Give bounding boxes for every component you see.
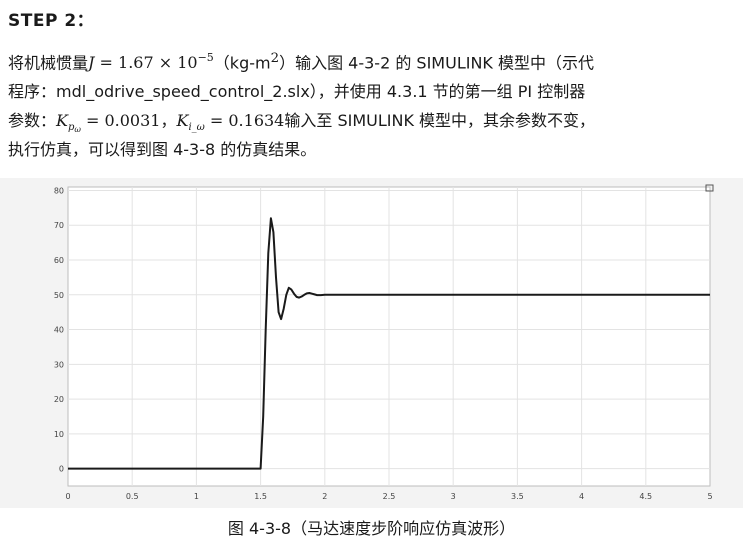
paragraph-line-4: 执行仿真，可以得到图 4-3-8 的仿真结果。 xyxy=(8,140,317,160)
paragraph-line-1: 将机械惯量J = 1.67 × 10−5（kg-m2）输入图 4-3-2 的 S… xyxy=(8,51,594,73)
instruction-paragraph: 将机械惯量J = 1.67 × 10−5（kg-m2）输入图 4-3-2 的 S… xyxy=(8,44,743,164)
y-tick-label: 30 xyxy=(54,360,64,369)
inertia-formula: J = 1.67 × 10−5 xyxy=(88,51,214,73)
speed-response-line xyxy=(68,217,710,470)
x-tick-label: 1 xyxy=(194,492,199,501)
x-tick-label: 5 xyxy=(707,492,712,501)
x-tick-label: 0.5 xyxy=(126,492,139,501)
figure-corner-icon xyxy=(705,184,714,192)
x-tick-label: 2 xyxy=(322,492,327,501)
y-tick-label: 20 xyxy=(54,395,64,404)
y-tick-label: 0 xyxy=(59,465,64,474)
y-tick-label: 80 xyxy=(54,186,64,195)
y-tick-label: 50 xyxy=(54,291,64,300)
x-tick-label: 3.5 xyxy=(511,492,524,501)
x-tick-label: 3 xyxy=(451,492,456,501)
y-tick-label: 40 xyxy=(54,326,64,335)
x-tick-label: 4.5 xyxy=(639,492,652,501)
y-tick-label: 60 xyxy=(54,256,64,265)
kp-formula: Kpω = 0.0031 xyxy=(56,111,161,135)
x-tick-label: 2.5 xyxy=(383,492,396,501)
figure-caption: 图 4-3-8（马达速度步阶响应仿真波形） xyxy=(227,519,516,538)
paragraph-line-2: 程序：mdl_odrive_speed_control_2.slx），并使用 4… xyxy=(8,82,586,102)
paragraph-line-3: 参数：Kpω = 0.0031，Ki_ω = 0.1634输入至 SIMULIN… xyxy=(8,111,596,135)
ki-formula: Ki_ω = 0.1634 xyxy=(176,111,285,134)
step-title: STEP 2： xyxy=(8,11,95,31)
simulation-figure: 0 0.5 1 1.5 2 2.5 3 3.5 4 4.5 5 0 10 20 30 40 50 60 70 80 xyxy=(0,178,743,508)
y-tick-label: 70 xyxy=(54,221,64,230)
x-tick-label: 1.5 xyxy=(254,492,267,501)
x-tick-label: 0 xyxy=(65,492,70,501)
x-tick-label: 4 xyxy=(579,492,584,501)
y-tick-label: 10 xyxy=(54,430,64,439)
